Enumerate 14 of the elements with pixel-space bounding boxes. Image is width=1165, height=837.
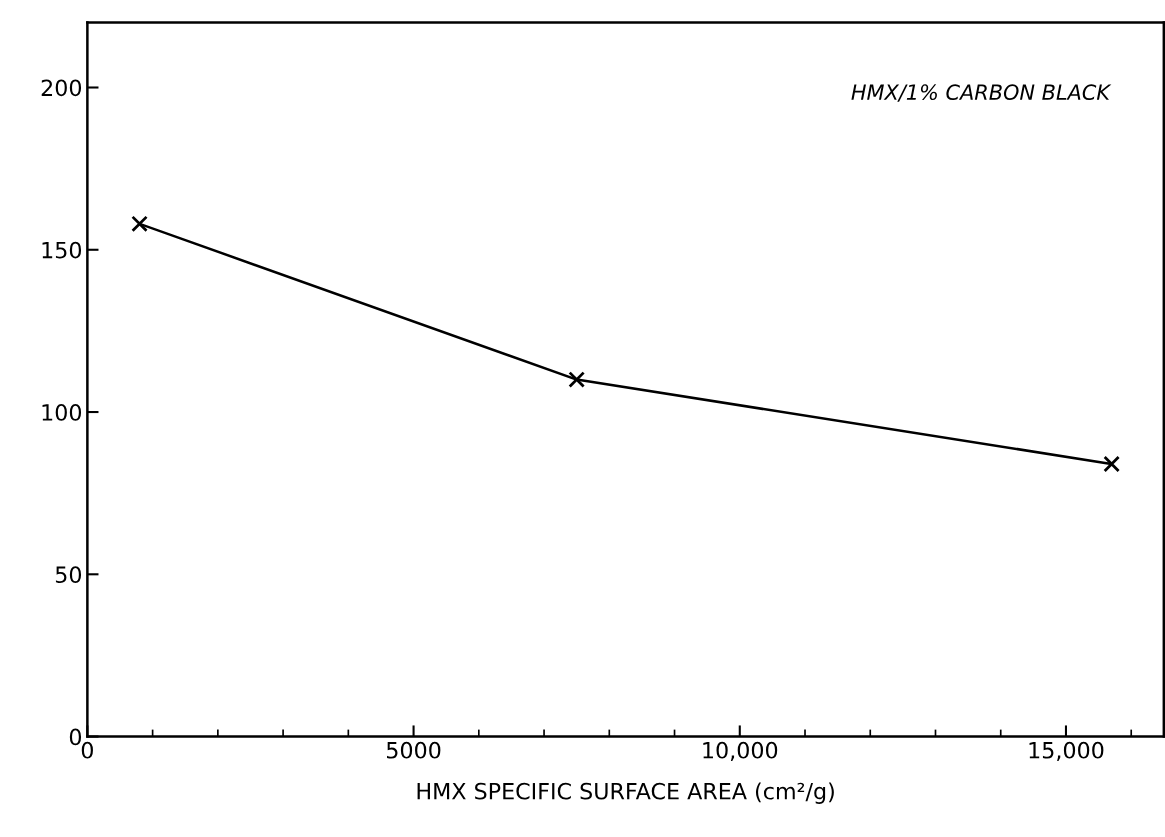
point [568,371,586,388]
x-tick-label: 0 [81,741,93,759]
x-tick-label: 15,000 [1029,741,1104,761]
y-tick-label: 0 [69,728,82,746]
x-tick-label: 10,000 [703,741,778,761]
point [1103,455,1120,473]
x-axis-title: HMX SPECIFIC SURFACE AREA (cm²/g) [417,782,834,804]
y-tick-label: 150 [42,241,82,259]
y-tick-label: 100 [42,403,82,421]
annotation: HMX/1% CARBON BLACK [851,84,1112,102]
y-tick-label: 50 [55,566,82,584]
point [131,215,148,233]
y-tick-label: 200 [41,79,82,97]
x-tick-label: 5000 [387,741,441,759]
